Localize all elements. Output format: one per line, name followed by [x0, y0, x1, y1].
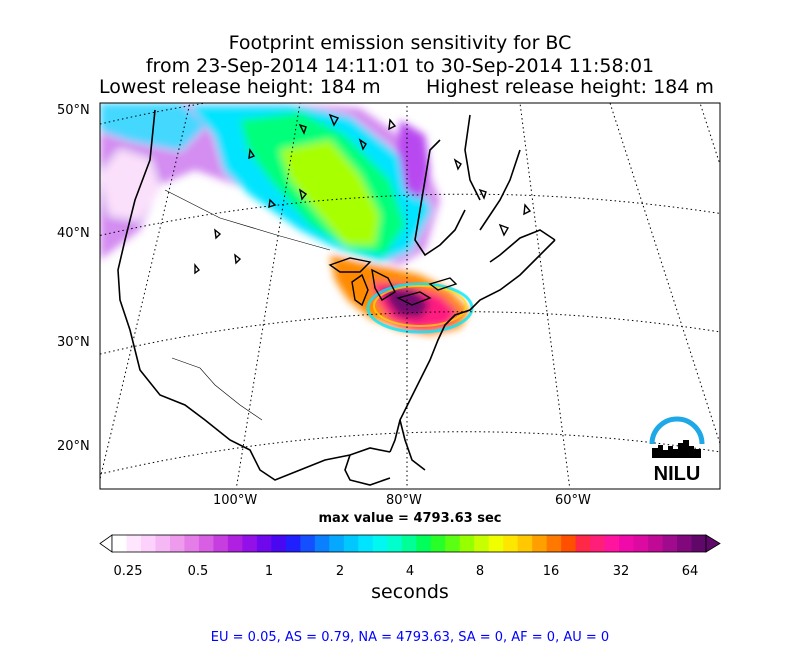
- colorbar-swatch: [662, 535, 678, 552]
- region-stats: EU = 0.05, AS = 0.79, NA = 4793.63, SA =…: [210, 630, 610, 645]
- colorbar-swatch: [358, 535, 374, 552]
- colorbar-swatch: [198, 535, 214, 552]
- colorbar-swatch: [112, 535, 127, 552]
- colorbar-tick: 8: [475, 564, 485, 579]
- colorbar-extend-low: [99, 534, 113, 553]
- lakes-islands: [194, 113, 532, 275]
- colorbar-swatch: [677, 535, 693, 552]
- colorbar-swatch: [474, 535, 490, 552]
- colorbar-swatch: [590, 535, 606, 552]
- colorbar-tick: 64: [681, 564, 699, 579]
- lat-label-40n: 40°N: [57, 226, 90, 241]
- lowest-release-height: Lowest release height: 184 m: [99, 76, 381, 98]
- colorbar-swatch: [271, 535, 287, 552]
- coastlines: [117, 109, 556, 486]
- colorbar-swatch: [503, 535, 519, 552]
- colorbar-tick: 4: [405, 564, 415, 579]
- sensitivity-field: [100, 103, 470, 335]
- colorbar-swatch: [372, 535, 388, 552]
- borders: [164, 189, 331, 421]
- map-frame: [99, 102, 721, 490]
- max-value-label: max value = 4793.63 sec: [318, 511, 502, 526]
- colorbar-swatch: [300, 535, 316, 552]
- time-range-subtitle: from 23-Sep-2014 14:11:01 to 30-Sep-2014…: [145, 55, 655, 77]
- colorbar-swatch: [387, 535, 403, 552]
- great-lakes: [328, 257, 458, 307]
- colorbar-tick: 1: [264, 564, 274, 579]
- colorbar-swatch: [169, 535, 185, 552]
- colorbar-swatch: [256, 535, 272, 552]
- colorbar-tick: 2: [335, 564, 345, 579]
- colorbar-label: seconds: [371, 581, 449, 603]
- colorbar-swatch: [532, 535, 548, 552]
- logo-skyline: [652, 440, 701, 458]
- colorbar-tick: 16: [542, 564, 560, 579]
- lon-label-100w: 100°W: [213, 493, 258, 508]
- colorbar-swatch: [329, 535, 345, 552]
- colorbar-swatch: [561, 535, 577, 552]
- meridians: [100, 103, 720, 489]
- colorbar-swatch: [227, 535, 243, 552]
- colorbar-swatch: [242, 535, 258, 552]
- colorbar-swatch: [445, 535, 461, 552]
- lat-label-30n: 30°N: [57, 335, 90, 350]
- colorbar-swatch: [184, 535, 200, 552]
- colorbar-swatch: [416, 535, 432, 552]
- colorbar-swatch: [546, 535, 562, 552]
- colorbar-swatch: [401, 535, 417, 552]
- colorbar-swatch: [140, 535, 156, 552]
- colorbar-tick: 0.5: [187, 564, 209, 579]
- colorbar-swatch: [575, 535, 591, 552]
- colorbar-swatch: [604, 535, 620, 552]
- colorbar-swatch: [459, 535, 475, 552]
- lat-label-50n: 50°N: [57, 103, 90, 118]
- highest-release-height: Highest release height: 184 m: [426, 76, 714, 98]
- colorbar-swatch: [619, 535, 635, 552]
- colorbar-swatch: [314, 535, 330, 552]
- chart-title: Footprint emission sensitivity for BC: [228, 32, 572, 54]
- logo-text: NILU: [654, 463, 701, 484]
- logo-arc: [649, 416, 705, 445]
- colorbar-swatch: [648, 535, 664, 552]
- colorbar-swatch: [488, 535, 504, 552]
- colorbar-swatch: [155, 535, 171, 552]
- colorbar-swatch: [285, 535, 301, 552]
- lat-label-20n: 20°N: [57, 439, 90, 454]
- colorbar-tick: 32: [612, 564, 630, 579]
- colorbar-swatch: [691, 535, 707, 552]
- lon-label-60w: 60°W: [555, 493, 591, 508]
- colorbar-swatch: [126, 535, 142, 552]
- colorbar-swatch: [430, 535, 446, 552]
- colorbar-swatch: [633, 535, 649, 552]
- colorbar-swatch: [517, 535, 533, 552]
- colorbar-swatch: [213, 535, 229, 552]
- colorbar-tick: 0.25: [113, 564, 143, 579]
- colorbar-swatch: [343, 535, 359, 552]
- colorbar-extend-high: [705, 534, 721, 553]
- colorbar-frame: [111, 534, 707, 553]
- colorbar: [99, 534, 721, 553]
- lon-label-80w: 80°W: [386, 493, 422, 508]
- nilu-logo: NILU: [649, 416, 705, 484]
